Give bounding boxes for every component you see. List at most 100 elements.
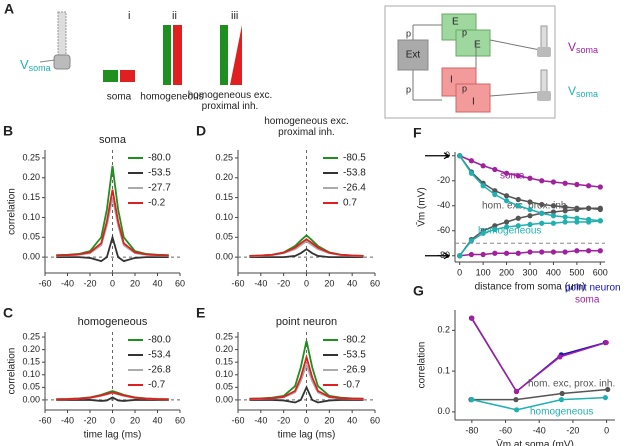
x-tick-label: -40 <box>254 415 267 425</box>
legend-label: -80.0 <box>148 153 171 164</box>
inh-block <box>173 25 182 85</box>
x-tick-label: 60 <box>370 415 380 425</box>
point <box>527 221 533 228</box>
point <box>597 184 603 190</box>
panel-label: G <box>413 283 424 299</box>
point <box>558 397 565 403</box>
arrow <box>425 252 451 260</box>
x-tick-label: 40 <box>347 415 357 425</box>
series-label: point neuron <box>565 283 621 294</box>
legend-label: -26.9 <box>343 365 366 376</box>
point <box>585 248 592 254</box>
point <box>492 223 498 229</box>
y-tick-label: 0.15 <box>22 357 40 367</box>
x-tick-label: -40 <box>254 278 267 288</box>
legend-label: -80.5 <box>343 153 366 164</box>
series-label: soma <box>500 171 525 182</box>
y-tick-label: 0.15 <box>215 192 233 202</box>
series-line <box>56 189 169 257</box>
point <box>562 204 568 210</box>
soma-icon <box>537 91 551 101</box>
series-line <box>56 396 169 402</box>
x-tick-label: 60 <box>175 415 185 425</box>
x-tick-label: -80 <box>465 425 478 435</box>
y-axis-label: correlation <box>417 342 428 389</box>
point <box>550 203 557 209</box>
edge <box>489 39 541 51</box>
exc-block <box>103 70 118 82</box>
point <box>503 193 510 199</box>
p-label: p <box>406 28 411 38</box>
point <box>503 219 510 225</box>
condition-label-box: homogeneous exc. proximal inh. <box>188 90 273 112</box>
point <box>527 175 533 181</box>
x-axis-label: V̄m at soma (mV) <box>496 438 574 446</box>
series-label: homogeneous <box>478 226 541 237</box>
x-tick-label: -40 <box>533 425 546 435</box>
panel-a: A Vsoma i soma ii homogeneous iii homoge… <box>4 1 598 119</box>
y-tick-label: 0.25 <box>215 152 233 162</box>
point <box>492 188 498 194</box>
y-tick-label: 0.00 <box>22 394 40 404</box>
chart-title: homogeneous <box>78 316 148 328</box>
point <box>602 394 609 401</box>
y-tick-label: 0.20 <box>215 344 233 354</box>
y-tick-label: 0.10 <box>215 369 233 379</box>
point <box>469 397 475 403</box>
point <box>574 248 580 254</box>
x-tick-label: -40 <box>61 278 74 288</box>
x-tick-label: 60 <box>370 278 380 288</box>
point <box>492 226 498 233</box>
series-line <box>471 388 608 401</box>
point <box>550 209 557 215</box>
exc-block <box>220 25 228 85</box>
point <box>559 390 565 397</box>
title-box: homogeneous exc. proximal inh. <box>264 116 349 138</box>
x-tick-label: -60 <box>38 415 51 425</box>
exc-block <box>163 25 171 85</box>
y-tick-label: 0.20 <box>215 172 233 182</box>
x-axis-label: time lag (ms) <box>84 430 142 441</box>
y-tick-label: 0.25 <box>215 331 233 341</box>
point <box>585 205 592 211</box>
point <box>480 251 486 258</box>
x-tick-label: -60 <box>231 415 244 425</box>
point <box>562 219 568 225</box>
x-tick-label: 400 <box>546 267 561 277</box>
e-label: E <box>474 40 481 51</box>
y-axis-label: V̄m (mV) <box>415 187 428 226</box>
dendrite <box>540 25 548 49</box>
x-tick-label: 20 <box>130 415 140 425</box>
x-tick-label: 500 <box>569 267 584 277</box>
legend-label: -0.7 <box>343 380 361 391</box>
numeral: iii <box>231 10 238 22</box>
dendrite <box>57 11 67 57</box>
x-tick-label: 0 <box>304 415 309 425</box>
x-tick-label: 0 <box>457 267 462 277</box>
point <box>550 179 557 185</box>
series-label: homogeneous <box>530 407 593 418</box>
y-axis-label: correlation <box>7 188 18 235</box>
legend-label: -0.2 <box>148 198 166 209</box>
numeral: i <box>128 10 130 22</box>
point <box>515 173 521 179</box>
v-soma-label: Vsoma <box>568 40 598 55</box>
x-tick-label: 600 <box>593 267 608 277</box>
legend-label: -26.4 <box>343 183 366 194</box>
y-tick-label: 0.20 <box>22 172 40 182</box>
soma-icon <box>537 47 551 57</box>
p-label: p <box>462 83 467 93</box>
point <box>468 238 475 244</box>
y-tick-label: 0.10 <box>22 212 40 222</box>
series-line <box>249 238 364 257</box>
arrow <box>425 152 451 160</box>
point <box>515 203 521 209</box>
x-tick-label: 300 <box>522 267 537 277</box>
inh-gradient <box>230 25 242 85</box>
series-line <box>249 353 364 400</box>
series-line <box>249 248 364 259</box>
x-tick-label: -40 <box>61 415 74 425</box>
